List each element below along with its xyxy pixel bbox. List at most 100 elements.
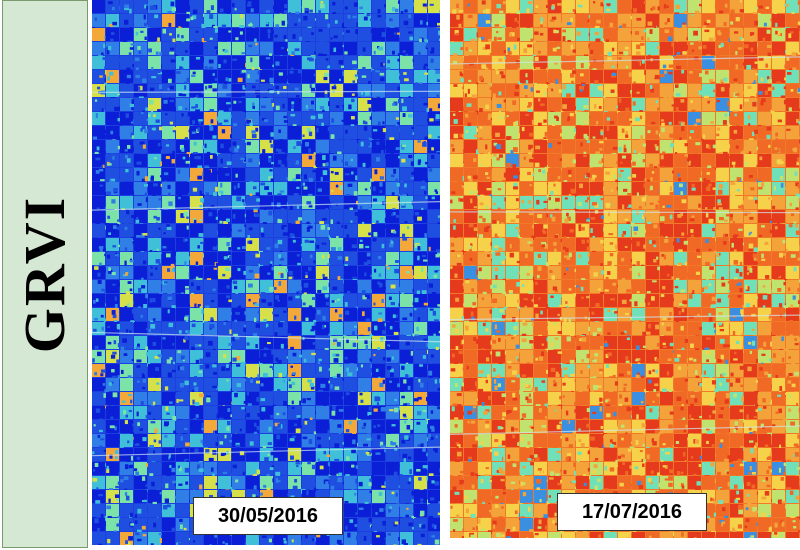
right-speckle — [643, 0, 648, 5]
left-speckle — [305, 142, 309, 147]
left-field-cell — [92, 84, 105, 97]
left-speckle — [277, 219, 283, 224]
left-speckle — [92, 351, 95, 354]
left-speckle — [403, 403, 407, 406]
left-speckle — [339, 185, 343, 190]
left-speckle — [376, 141, 380, 145]
left-speckle — [267, 453, 271, 456]
left-speckle — [163, 172, 169, 176]
left-field-cell — [428, 280, 440, 293]
left-speckle — [379, 182, 383, 187]
left-field-cell — [246, 392, 259, 405]
left-speckle — [231, 152, 235, 155]
right-field-cell — [702, 126, 715, 139]
left-speckle — [341, 159, 345, 163]
right-speckle — [471, 94, 477, 100]
left-field-cell — [372, 266, 385, 279]
left-speckle — [244, 224, 248, 228]
left-speckle — [265, 323, 269, 328]
right-field-cell — [702, 84, 715, 97]
left-speckle — [423, 65, 426, 70]
left-speckle — [297, 217, 303, 221]
left-speckle — [363, 422, 367, 427]
left-speckle — [364, 188, 368, 191]
left-speckle — [286, 489, 289, 494]
left-speckle — [130, 464, 134, 468]
left-speckle — [128, 356, 132, 360]
right-speckle — [548, 88, 552, 94]
left-speckle — [292, 160, 296, 164]
left-speckle — [132, 209, 135, 213]
grvi-map-panel-left — [92, 0, 440, 545]
right-speckle — [475, 106, 480, 112]
right-speckle — [562, 29, 567, 33]
left-speckle — [204, 102, 209, 106]
left-field-cell — [344, 70, 357, 83]
left-speckle — [129, 8, 132, 14]
left-speckle — [363, 506, 367, 512]
right-speckle — [572, 49, 577, 53]
left-speckle — [345, 429, 350, 433]
left-speckle — [256, 380, 261, 384]
left-field-cell — [414, 0, 427, 13]
left-speckle — [327, 65, 331, 69]
left-speckle — [98, 429, 103, 433]
left-field-cell — [330, 294, 343, 307]
right-speckle — [512, 5, 517, 9]
right-speckle — [705, 144, 709, 149]
left-speckle — [236, 196, 242, 202]
right-field-cell — [786, 70, 799, 83]
left-speckle — [359, 239, 363, 242]
left-speckle — [412, 527, 415, 530]
left-speckle — [408, 477, 412, 482]
left-speckle — [108, 498, 111, 503]
right-speckle — [664, 22, 668, 25]
right-field-cell — [548, 84, 561, 97]
right-speckle — [675, 4, 680, 10]
left-speckle — [327, 429, 330, 435]
left-speckle — [284, 465, 288, 469]
left-speckle — [185, 319, 189, 323]
left-speckle — [224, 8, 228, 12]
left-speckle — [306, 127, 312, 132]
left-speckle — [240, 482, 243, 487]
left-speckle — [130, 320, 136, 323]
left-speckle — [350, 141, 354, 145]
right-speckle — [617, 110, 620, 114]
left-speckle — [252, 456, 256, 462]
right-speckle — [702, 134, 706, 139]
left-speckle — [401, 144, 405, 150]
right-speckle — [453, 53, 458, 57]
left-speckle — [416, 326, 420, 332]
right-speckle — [654, 74, 659, 80]
left-field-cell — [134, 490, 147, 503]
right-speckle — [461, 73, 464, 77]
right-speckle — [566, 93, 571, 98]
left-speckle — [409, 469, 412, 475]
left-speckle — [232, 141, 237, 146]
left-speckle — [104, 389, 110, 394]
left-field-cell — [204, 224, 217, 237]
right-speckle — [766, 134, 771, 140]
right-field-cell — [618, 70, 631, 83]
left-speckle — [422, 465, 428, 469]
left-speckle — [239, 451, 245, 456]
left-speckle — [379, 441, 384, 447]
left-speckle — [151, 481, 155, 487]
left-speckle — [172, 38, 176, 43]
right-speckle — [715, 53, 720, 59]
right-field-cell — [772, 84, 785, 97]
left-speckle — [226, 161, 232, 165]
left-speckle — [122, 323, 127, 326]
right-speckle — [772, 86, 775, 91]
left-speckle — [358, 70, 363, 73]
right-speckle — [476, 128, 480, 132]
left-field-cell — [344, 476, 357, 489]
left-field-cell — [372, 322, 385, 335]
left-speckle — [426, 272, 430, 277]
left-speckle — [204, 143, 207, 148]
right-speckle — [760, 101, 764, 106]
right-field-cell — [450, 42, 463, 55]
left-speckle — [364, 33, 368, 37]
left-speckle — [368, 482, 372, 487]
